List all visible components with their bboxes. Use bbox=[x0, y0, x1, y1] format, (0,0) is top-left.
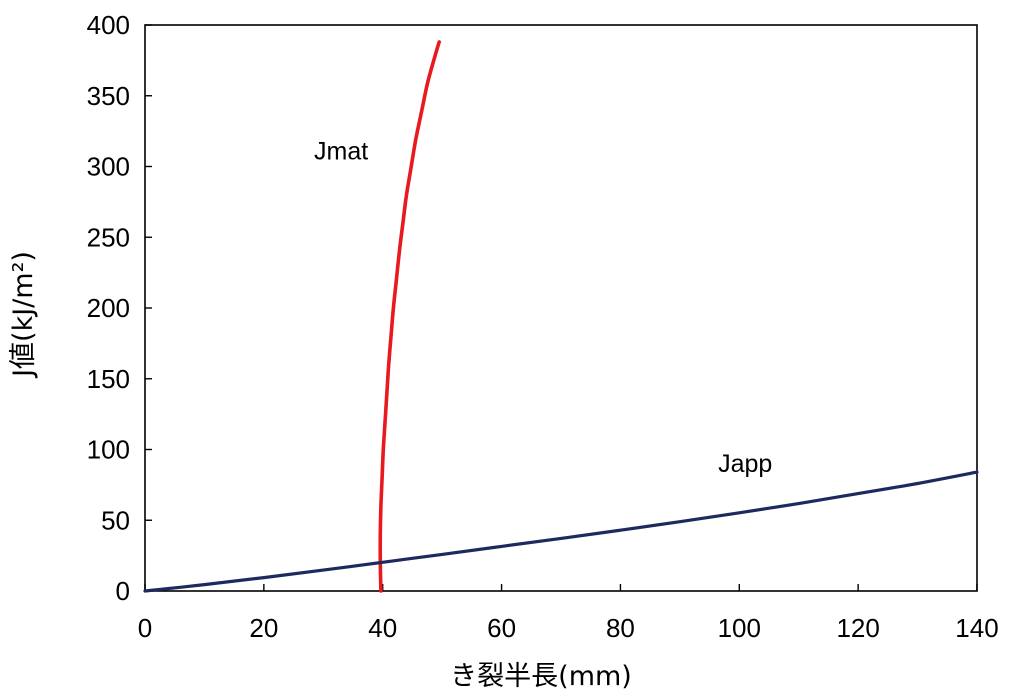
y-tick-label: 150 bbox=[87, 364, 130, 394]
x-axis-title: き裂半長(mm) bbox=[450, 661, 632, 692]
annotation-layer: Jmat Japp bbox=[314, 137, 772, 478]
series-layer bbox=[143, 40, 979, 593]
plot-area bbox=[144, 24, 978, 592]
y-tick-label: 300 bbox=[87, 152, 130, 182]
y-axis-title: J値(kJ/m²) bbox=[8, 251, 39, 379]
y-tick-label: 100 bbox=[87, 435, 130, 465]
y-tick-label: 400 bbox=[87, 10, 130, 40]
x-tick-label: 80 bbox=[606, 613, 635, 643]
y-axis: 0 50 100 150 200 250 300 350 400 bbox=[87, 10, 152, 606]
y-tick-label: 200 bbox=[87, 293, 130, 323]
annotation-japp: Japp bbox=[718, 450, 772, 478]
x-axis: 0 20 40 60 80 100 120 140 bbox=[138, 584, 999, 643]
y-tick-label: 50 bbox=[101, 505, 130, 535]
x-tick-label: 60 bbox=[487, 613, 516, 643]
y-tick-label: 0 bbox=[116, 576, 130, 606]
series-line-japp bbox=[143, 470, 979, 593]
series-line-jmat bbox=[378, 40, 441, 593]
x-tick-label: 100 bbox=[718, 613, 761, 643]
x-tick-label: 140 bbox=[955, 613, 998, 643]
x-tick-label: 0 bbox=[138, 613, 152, 643]
y-tick-label: 250 bbox=[87, 222, 130, 252]
x-tick-label: 120 bbox=[836, 613, 879, 643]
y-tick-label: 350 bbox=[87, 81, 130, 111]
x-tick-label: 40 bbox=[368, 613, 397, 643]
x-tick-label: 20 bbox=[249, 613, 278, 643]
annotation-jmat: Jmat bbox=[314, 137, 368, 165]
